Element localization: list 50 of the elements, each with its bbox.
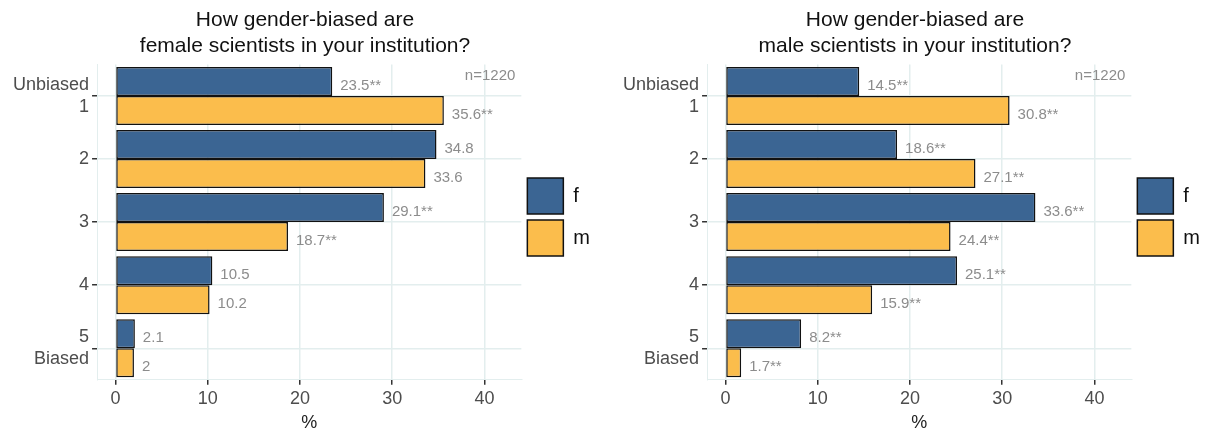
- data-label: 23.5**: [340, 75, 382, 93]
- x-tick-label: 0: [110, 387, 121, 408]
- y-tick-label: 2: [689, 147, 700, 168]
- y-tick-label: 4: [79, 274, 90, 295]
- y-tick-label: 4: [689, 274, 700, 295]
- data-label: 25.1**: [965, 264, 1007, 282]
- annotation: n=1220: [1074, 66, 1126, 84]
- data-label: 34.8: [444, 138, 474, 156]
- legend-label: f: [573, 183, 580, 206]
- data-label: 27.1**: [983, 167, 1025, 185]
- data-label: 29.1**: [391, 201, 433, 219]
- y-tick-label: Unbiased 1: [622, 73, 700, 117]
- legend-label: m: [573, 225, 591, 248]
- legend-label: m: [1183, 225, 1201, 248]
- data-label: 10.2: [217, 293, 247, 311]
- data-label: 10.5: [220, 264, 250, 282]
- x-tick-label: 30: [992, 387, 1013, 408]
- data-label: 8.2**: [809, 327, 842, 345]
- x-tick-label: 30: [382, 387, 403, 408]
- y-tick-label: 5 Biased: [34, 325, 90, 369]
- annotation: n=1220: [464, 66, 516, 84]
- data-label: 30.8**: [1017, 104, 1059, 122]
- data-label: 15.9**: [880, 293, 922, 311]
- data-label: 2.1: [142, 327, 164, 345]
- x-axis-title: %: [301, 412, 318, 433]
- data-label: 35.6**: [451, 104, 493, 122]
- y-tick-label: Unbiased 1: [12, 73, 90, 117]
- data-label: 18.7**: [295, 230, 338, 248]
- chart-title: How gender-biased are male scientists in your institution?: [758, 7, 1072, 56]
- x-tick-label: 20: [899, 387, 920, 408]
- x-tick-label: 40: [474, 387, 495, 408]
- x-tick-label: 10: [807, 387, 828, 408]
- data-label: 18.6**: [905, 138, 947, 156]
- x-tick-label: 10: [197, 387, 218, 408]
- x-tick-label: 20: [289, 387, 310, 408]
- legend-label: f: [1183, 183, 1190, 206]
- data-label: 14.5**: [867, 75, 909, 93]
- data-label: 1.7**: [749, 356, 782, 374]
- x-tick-label: 0: [720, 387, 731, 408]
- data-label: 33.6**: [1043, 201, 1085, 219]
- y-tick-label: 3: [79, 211, 90, 232]
- x-tick-label: 40: [1084, 387, 1105, 408]
- x-axis-title: %: [911, 412, 928, 433]
- data-label: 2: [141, 356, 151, 374]
- chart-title: How gender-biased are female scientists in your institution?: [139, 7, 471, 56]
- y-tick-label: 2: [79, 147, 90, 168]
- y-tick-label: 5 Biased: [644, 325, 700, 369]
- y-tick-label: 3: [689, 211, 700, 232]
- data-label: 33.6: [433, 167, 463, 185]
- data-label: 24.4**: [958, 230, 1000, 248]
